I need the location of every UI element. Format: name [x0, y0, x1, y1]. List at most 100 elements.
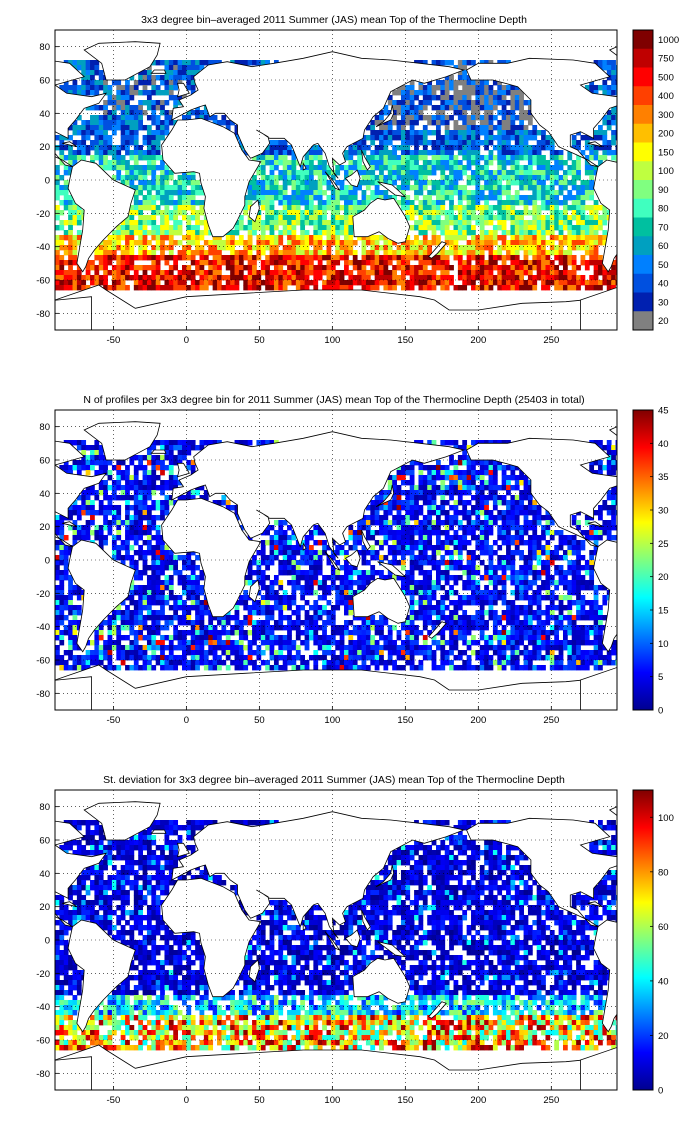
- bin-cell: [462, 250, 467, 255]
- bin-cell: [388, 250, 393, 255]
- bin-cell: [287, 200, 292, 205]
- bin-cell: [550, 185, 555, 190]
- bin-cell: [125, 510, 130, 515]
- bin-cell: [440, 225, 445, 230]
- bin-cell: [248, 245, 253, 250]
- bin-cell: [313, 280, 318, 285]
- bin-cell: [581, 205, 586, 210]
- bin-cell: [458, 220, 463, 225]
- bin-cell: [405, 95, 410, 100]
- bin-cell: [270, 280, 275, 285]
- bin-cell: [156, 535, 161, 540]
- bin-cell: [397, 165, 402, 170]
- bin-cell: [291, 250, 296, 255]
- bin-cell: [164, 505, 169, 510]
- bin-cell: [449, 540, 454, 545]
- bin-cell: [471, 465, 476, 470]
- bin-cell: [309, 170, 314, 175]
- bin-cell: [221, 495, 226, 500]
- bin-cell: [208, 265, 213, 270]
- bin-cell: [454, 545, 459, 550]
- bin-cell: [484, 135, 489, 140]
- bin-cell: [528, 180, 533, 185]
- bin-cell: [318, 150, 323, 155]
- bin-cell: [90, 455, 95, 460]
- bin-cell: [143, 245, 148, 250]
- bin-cell: [458, 170, 463, 175]
- bin-cell: [94, 490, 99, 495]
- bin-cell: [287, 150, 292, 155]
- bin-cell: [506, 245, 511, 250]
- bin-cell: [64, 280, 69, 285]
- bin-cell: [129, 480, 134, 485]
- bin-cell: [475, 460, 480, 465]
- bin-cell: [563, 260, 568, 265]
- bin-cell: [401, 115, 406, 120]
- bin-cell: [497, 150, 502, 155]
- bin-cell: [497, 170, 502, 175]
- bin-cell: [524, 230, 529, 235]
- bin-cell: [480, 520, 485, 525]
- bin-cell: [489, 465, 494, 470]
- bin-cell: [112, 285, 117, 290]
- bin-cell: [370, 135, 375, 140]
- bin-cell: [454, 155, 459, 160]
- bin-cell: [528, 130, 533, 135]
- bin-cell: [182, 200, 187, 205]
- bin-cell: [379, 255, 384, 260]
- bin-cell: [383, 125, 388, 130]
- bin-cell: [77, 60, 82, 65]
- bin-cell: [506, 525, 511, 530]
- bin-cell: [186, 235, 191, 240]
- bin-cell: [331, 225, 336, 230]
- bin-cell: [348, 535, 353, 540]
- bin-cell: [147, 135, 152, 140]
- bin-cell: [125, 505, 130, 510]
- bin-cell: [467, 180, 472, 185]
- bin-cell: [471, 135, 476, 140]
- bin-cell: [182, 455, 187, 460]
- bin-cell: [90, 125, 95, 130]
- bin-cell: [602, 525, 607, 530]
- bin-cell: [510, 540, 515, 545]
- bin-cell: [532, 505, 537, 510]
- bin-cell: [239, 255, 244, 260]
- bin-cell: [143, 175, 148, 180]
- bin-cell: [318, 185, 323, 190]
- bin-cell: [90, 130, 95, 135]
- bin-cell: [405, 90, 410, 95]
- bin-cell: [445, 515, 450, 520]
- bin-cell: [90, 510, 95, 515]
- bin-cell: [524, 285, 529, 290]
- bin-cell: [230, 255, 235, 260]
- bin-cell: [480, 240, 485, 245]
- bin-cell: [589, 260, 594, 265]
- bin-cell: [559, 185, 564, 190]
- bin-cell: [484, 465, 489, 470]
- bin-cell: [103, 515, 108, 520]
- bin-cell: [611, 465, 616, 470]
- bin-cell: [594, 275, 599, 280]
- bin-cell: [502, 140, 507, 145]
- bin-cell: [68, 275, 73, 280]
- bin-cell: [414, 265, 419, 270]
- bin-cell: [182, 285, 187, 290]
- bin-cell: [370, 250, 375, 255]
- bin-cell: [401, 250, 406, 255]
- bin-cell: [151, 170, 156, 175]
- bin-cell: [125, 250, 130, 255]
- bin-cell: [182, 205, 187, 210]
- bin-cell: [59, 260, 64, 265]
- bin-cell: [235, 250, 240, 255]
- bin-cell: [103, 510, 108, 515]
- bin-cell: [186, 555, 191, 560]
- bin-cell: [265, 190, 270, 195]
- bin-cell: [138, 490, 143, 495]
- bin-cell: [489, 180, 494, 185]
- bin-cell: [138, 530, 143, 535]
- bin-cell: [489, 110, 494, 115]
- bin-cell: [278, 540, 283, 545]
- bin-cell: [94, 155, 99, 160]
- bin-cell: [230, 285, 235, 290]
- bin-cell: [366, 280, 371, 285]
